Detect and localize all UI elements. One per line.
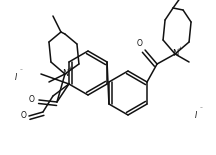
Text: N: N [172, 49, 178, 58]
Text: +: + [68, 66, 72, 71]
Text: N: N [62, 69, 68, 78]
Text: +: + [178, 46, 183, 51]
Text: O: O [137, 40, 143, 49]
Text: O: O [29, 95, 35, 104]
Text: ⁻: ⁻ [200, 108, 202, 113]
Text: I: I [195, 111, 197, 120]
Text: ⁻: ⁻ [20, 69, 22, 75]
Text: I: I [15, 73, 17, 82]
Text: O: O [21, 111, 27, 120]
